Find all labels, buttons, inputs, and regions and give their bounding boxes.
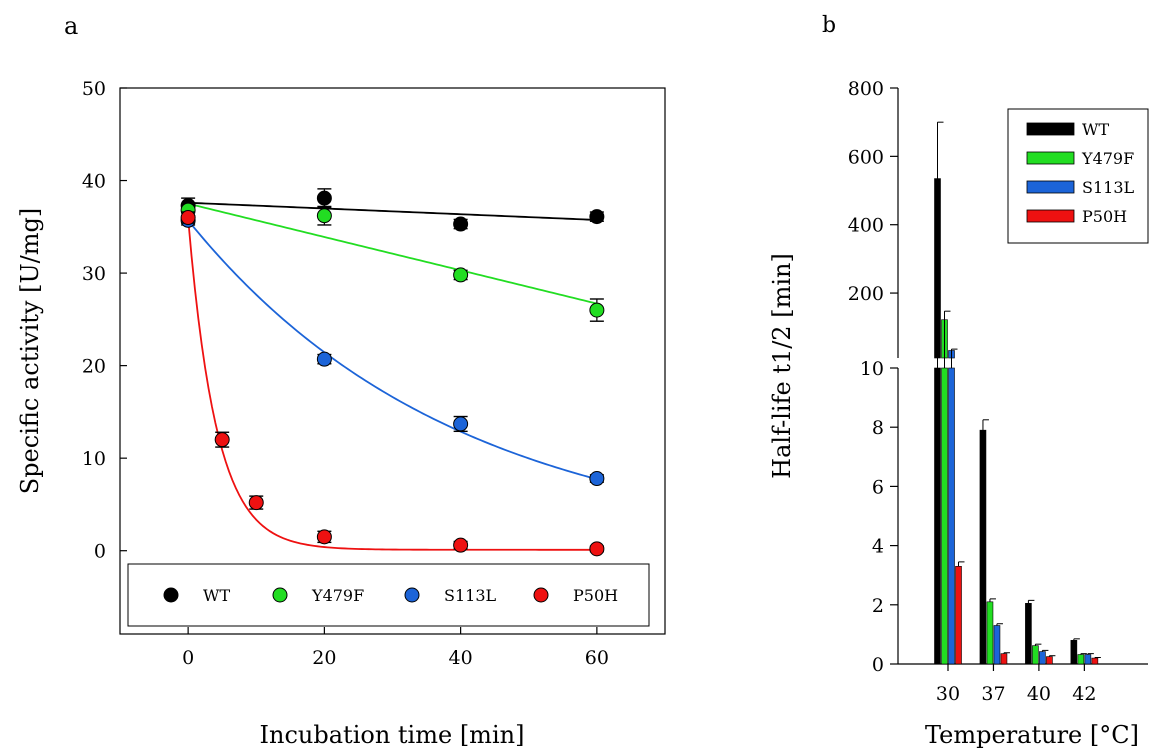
y-tick-label: 0 [94,541,106,563]
panel-b-x-axis-label: Temperature [°C] [925,721,1139,749]
data-point-y479f [453,267,469,283]
legend-label-s113l: S113L [444,586,497,605]
y-tick-label: 10 [860,358,884,380]
panel-a-x-axis: 0 20 40 60 [182,627,609,669]
bar-y479f-40 [1032,645,1039,665]
x-tick-label: 37 [981,683,1005,705]
panel-b-ticks: 200 400 600 800 0 2 4 6 8 10 30 37 40 42 [848,78,1097,705]
data-point-s113l [453,416,469,432]
data-point-p50h [453,537,469,553]
legend-swatch-wt [1026,122,1075,136]
data-point-y479f [316,208,332,224]
data-point-wt [453,216,469,232]
x-tick-label: 40 [1027,683,1051,705]
panel-a: a 0 10 20 30 40 50 0 20 40 60 WT Y479F S113L P50H S… [16,12,666,749]
x-tick-label: 20 [312,647,336,669]
y-tick-label: 6 [872,476,884,498]
panel-b-bars [934,121,1101,665]
bar-wt-37 [979,429,987,665]
y-tick-label: 600 [848,146,884,168]
data-point-wt [589,209,605,225]
legend-label-wt: WT [1082,120,1109,139]
legend-marker-s113l [404,587,420,603]
legend-label-s113l: S113L [1082,178,1135,197]
y-tick-label: 20 [82,356,106,378]
data-point-p50h [589,541,605,557]
y-tick-label: 40 [82,171,106,193]
panel-b-label: b [822,13,836,38]
bar-s113l-40 [1039,651,1046,665]
data-point-p50h [248,495,264,511]
legend-label-y479f: Y479F [311,586,364,605]
legend-label-wt: WT [203,586,230,605]
bar-y479f-30 [941,367,948,665]
bar-wt-30 [934,367,941,665]
data-point-p50h [214,432,230,448]
bar-p50h-42 [1091,657,1099,665]
panel-a-y-axis-label: Specific activity [U/mg] [16,208,44,495]
x-tick-label: 40 [449,647,473,669]
panel-b-y-axis-label: Half-life t1/2 [min] [768,253,796,479]
legend-marker-y479f [272,587,288,603]
bar-p50h-37 [1000,653,1008,665]
legend-marker-wt [163,587,179,603]
legend-swatch-y479f [1026,151,1075,165]
y-tick-label: 4 [872,536,884,558]
fit-line-wt [188,201,597,221]
panel-b-legend: WT Y479F S113L P50H [1007,108,1149,244]
data-point-p50h [180,210,196,226]
x-tick-label: 0 [182,647,194,669]
fit-line-p50h [187,218,597,551]
y-tick-label: 800 [848,78,884,100]
data-point-s113l [589,471,605,487]
y-tick-label: 30 [82,263,106,285]
bar-p50h-40 [1046,656,1053,665]
legend-label-y479f: Y479F [1081,149,1134,168]
fit-line-y479f [187,202,598,305]
panel-a-plot-frame [119,87,666,635]
panel-a-fit-lines [187,201,598,551]
data-point-y479f [589,302,605,318]
fit-line-s113l [187,219,598,481]
y-tick-label: 0 [872,654,884,676]
bar-s113l-37 [993,625,1001,665]
data-point-s113l [316,351,332,367]
y-tick-label: 200 [848,283,884,305]
panel-a-x-axis-label: Incubation time [min] [260,721,525,749]
y-tick-label: 50 [82,78,106,100]
legend-label-p50h: P50H [1082,207,1127,226]
panel-b: b 200 400 600 800 0 2 4 6 8 10 30 37 40 42 WT Y479F S11… [768,13,1149,749]
panel-a-legend-box [127,563,650,627]
panel-a-data-points [180,188,605,557]
y-tick-label: 10 [82,448,106,470]
data-point-p50h [316,529,332,545]
legend-swatch-p50h [1026,209,1075,223]
legend-label-p50h: P50H [573,586,618,605]
x-tick-label: 30 [936,683,960,705]
bar-y479f-42 [1077,654,1085,665]
panel-a-y-axis: 0 10 20 30 40 50 [82,78,127,563]
bar-wt-42 [1070,640,1078,665]
bar-s113l-42 [1084,654,1092,665]
data-point-wt [316,190,332,206]
legend-swatch-s113l [1026,180,1075,194]
bar-wt-40 [1025,603,1032,665]
panel-a-label: a [64,12,78,40]
bar-s113l-30 [948,367,955,665]
y-tick-label: 2 [872,595,884,617]
y-tick-label: 8 [872,417,884,439]
bar-y479f-37 [986,601,994,665]
x-tick-label: 42 [1072,683,1096,705]
panel-a-legend: WT Y479F S113L P50H [127,563,650,627]
legend-marker-p50h [533,587,549,603]
x-tick-label: 60 [585,647,609,669]
bar-p50h-30 [955,566,962,665]
y-tick-label: 400 [848,215,884,237]
